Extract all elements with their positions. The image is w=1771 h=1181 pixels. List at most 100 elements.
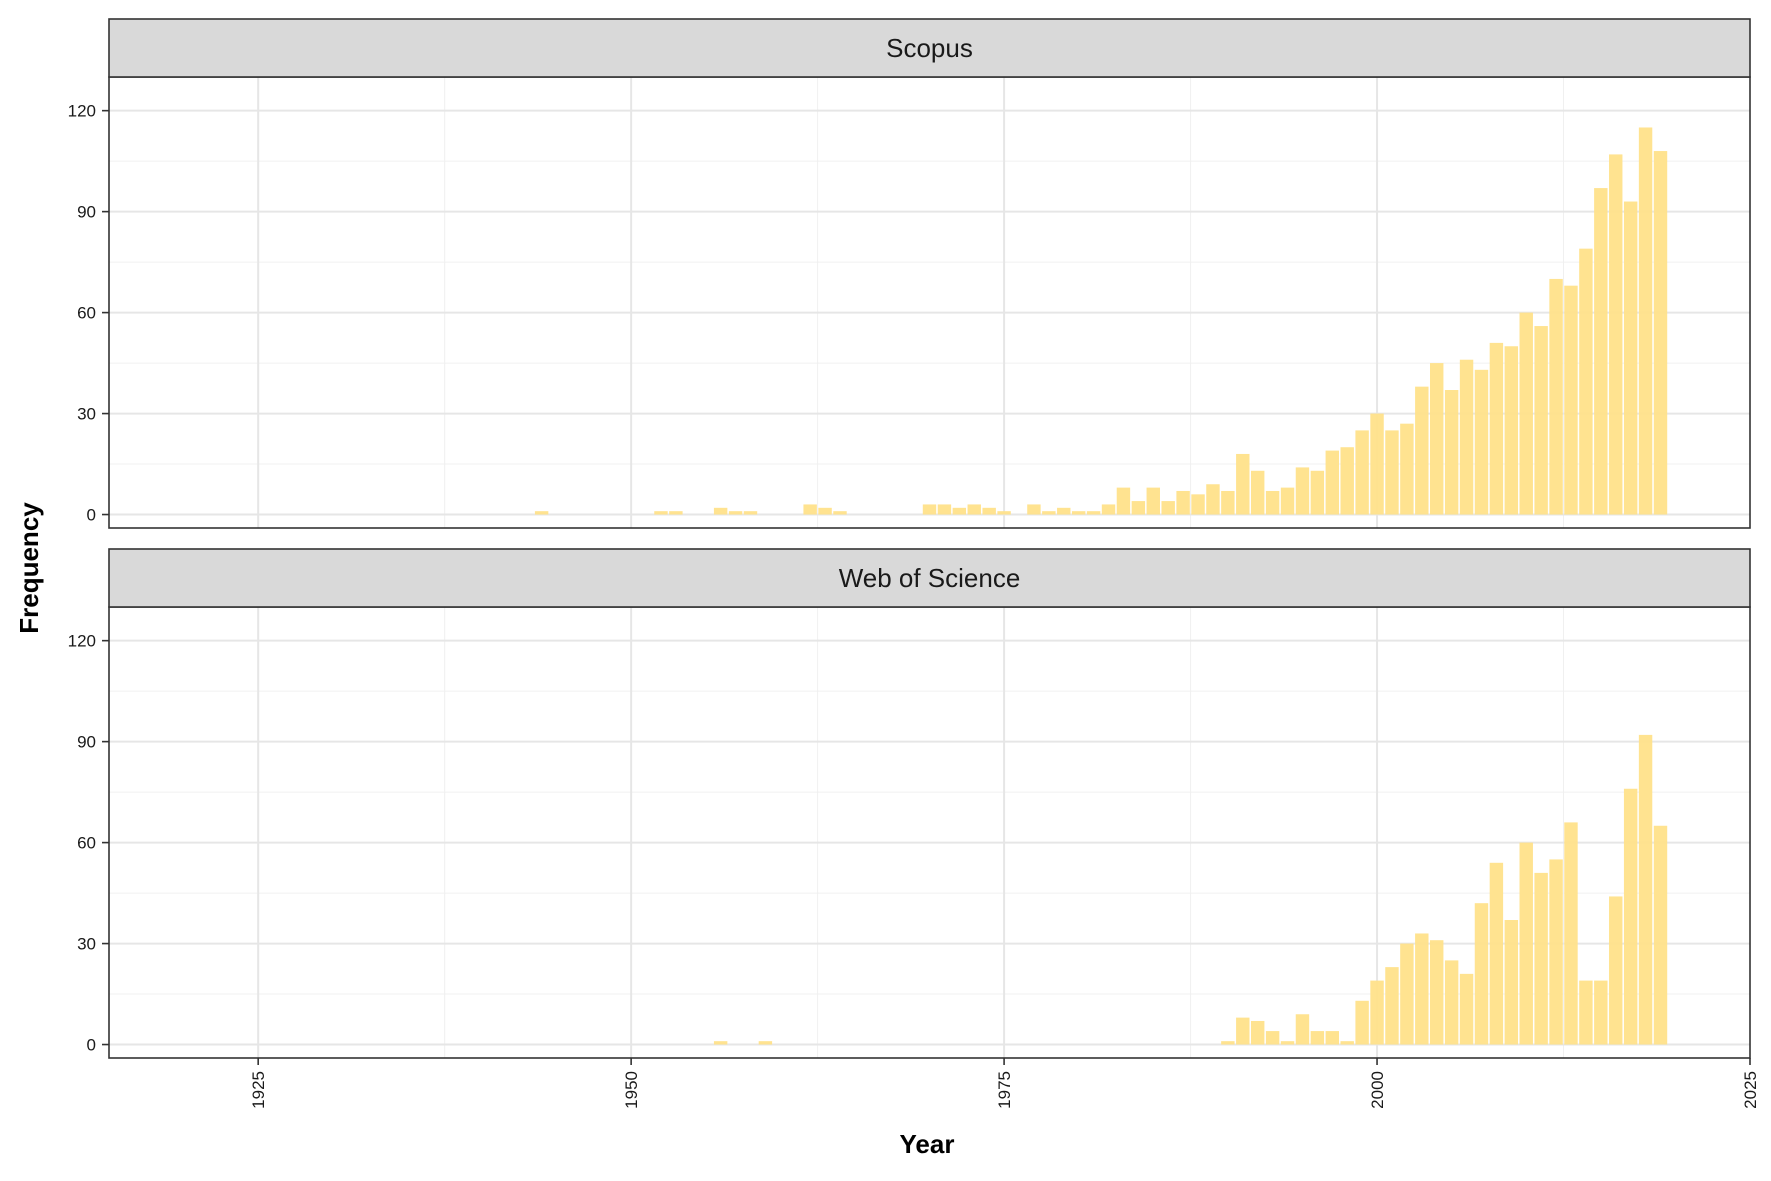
bar <box>1221 490 1235 515</box>
bar <box>1579 248 1593 515</box>
bar <box>1415 933 1429 1045</box>
bar <box>1027 504 1041 515</box>
bar <box>1609 154 1623 515</box>
bar <box>1385 430 1399 515</box>
bar <box>1295 467 1310 515</box>
bar <box>1191 494 1205 515</box>
bar <box>1579 980 1593 1045</box>
bar <box>758 1041 773 1045</box>
bar <box>1310 1031 1325 1045</box>
y-tick-label: 0 <box>87 506 96 525</box>
facet-strip-label: Web of Science <box>839 563 1021 593</box>
bar <box>1430 363 1444 515</box>
bar <box>1116 487 1131 515</box>
bar <box>1415 386 1429 515</box>
bar <box>1101 504 1116 515</box>
bar <box>1250 1020 1265 1045</box>
bar <box>1594 980 1608 1045</box>
panel-web-of-science: Web of Science 0 30 60 90 120 <box>68 548 1751 1059</box>
bar <box>937 504 952 515</box>
bar <box>728 511 743 515</box>
bar <box>1519 842 1533 1045</box>
bar <box>1519 312 1533 515</box>
bar <box>1340 447 1354 515</box>
bar <box>1534 326 1548 515</box>
bar <box>1280 487 1295 515</box>
bar <box>1638 734 1653 1045</box>
facet-strip-label: Scopus <box>886 33 973 63</box>
bar <box>1504 346 1519 515</box>
bar <box>534 511 549 515</box>
bar <box>1340 1041 1354 1045</box>
bar <box>1489 342 1504 515</box>
bar <box>1176 490 1190 515</box>
bar <box>1206 484 1220 515</box>
bar <box>1444 390 1459 515</box>
bar <box>1236 1017 1250 1045</box>
x-tick-label: 1975 <box>995 1071 1014 1109</box>
x-tick-label: 2000 <box>1368 1071 1387 1109</box>
bar <box>1370 980 1384 1045</box>
bar <box>1623 201 1638 515</box>
bar <box>713 1041 728 1045</box>
panel-scopus: Scopus 0 30 60 90 120 <box>68 18 1751 529</box>
bar <box>1250 470 1265 515</box>
panel-background <box>109 607 1750 1058</box>
bar <box>1325 1031 1340 1045</box>
bar <box>967 504 981 515</box>
bar <box>1564 285 1578 515</box>
panel-background <box>109 77 1750 528</box>
bar <box>1280 1041 1295 1045</box>
bar <box>743 511 758 515</box>
y-axis-title: Frequency <box>14 502 44 634</box>
bar <box>1310 470 1325 515</box>
bar <box>1474 903 1489 1045</box>
bar <box>1265 490 1280 515</box>
bar <box>1609 896 1623 1045</box>
bar <box>669 511 683 515</box>
bar <box>1564 822 1578 1045</box>
y-tick-label: 60 <box>77 304 96 323</box>
bar <box>1504 920 1519 1045</box>
bar <box>1653 151 1668 515</box>
bar <box>1549 859 1563 1045</box>
bar <box>1161 501 1175 515</box>
bar <box>1534 872 1548 1045</box>
bar <box>1638 127 1653 515</box>
facet-strip <box>108 548 1751 608</box>
bar <box>1071 511 1086 515</box>
bar <box>1131 501 1146 515</box>
bar <box>1355 430 1369 515</box>
bar <box>1653 825 1668 1045</box>
bar <box>1370 413 1384 515</box>
bar <box>1221 1041 1235 1045</box>
bar <box>1385 967 1399 1045</box>
y-tick-label: 90 <box>77 733 96 752</box>
x-axis: 1925 1950 1975 2000 2025 <box>249 1058 1760 1109</box>
y-tick-label: 90 <box>77 203 96 222</box>
bar <box>1459 359 1474 515</box>
x-axis-title: Year <box>900 1129 955 1159</box>
bar <box>1400 943 1414 1045</box>
bar <box>1549 278 1563 515</box>
x-tick-label: 1950 <box>622 1071 641 1109</box>
bar <box>997 511 1011 515</box>
y-tick-label: 30 <box>77 405 96 424</box>
y-tick-label: 120 <box>68 632 96 651</box>
y-tick-label: 60 <box>77 834 96 853</box>
bar <box>713 507 728 515</box>
bar <box>803 504 817 515</box>
y-tick-label: 120 <box>68 102 96 121</box>
bar <box>1623 788 1638 1045</box>
bar <box>1057 507 1071 515</box>
bar <box>654 511 668 515</box>
bar <box>818 507 832 515</box>
bar <box>952 507 967 515</box>
bar <box>1146 487 1160 515</box>
bar <box>1430 940 1444 1045</box>
bar <box>922 504 937 515</box>
bar <box>1295 1014 1310 1045</box>
y-tick-label: 30 <box>77 935 96 954</box>
bar <box>982 507 996 515</box>
bar <box>1042 511 1056 515</box>
